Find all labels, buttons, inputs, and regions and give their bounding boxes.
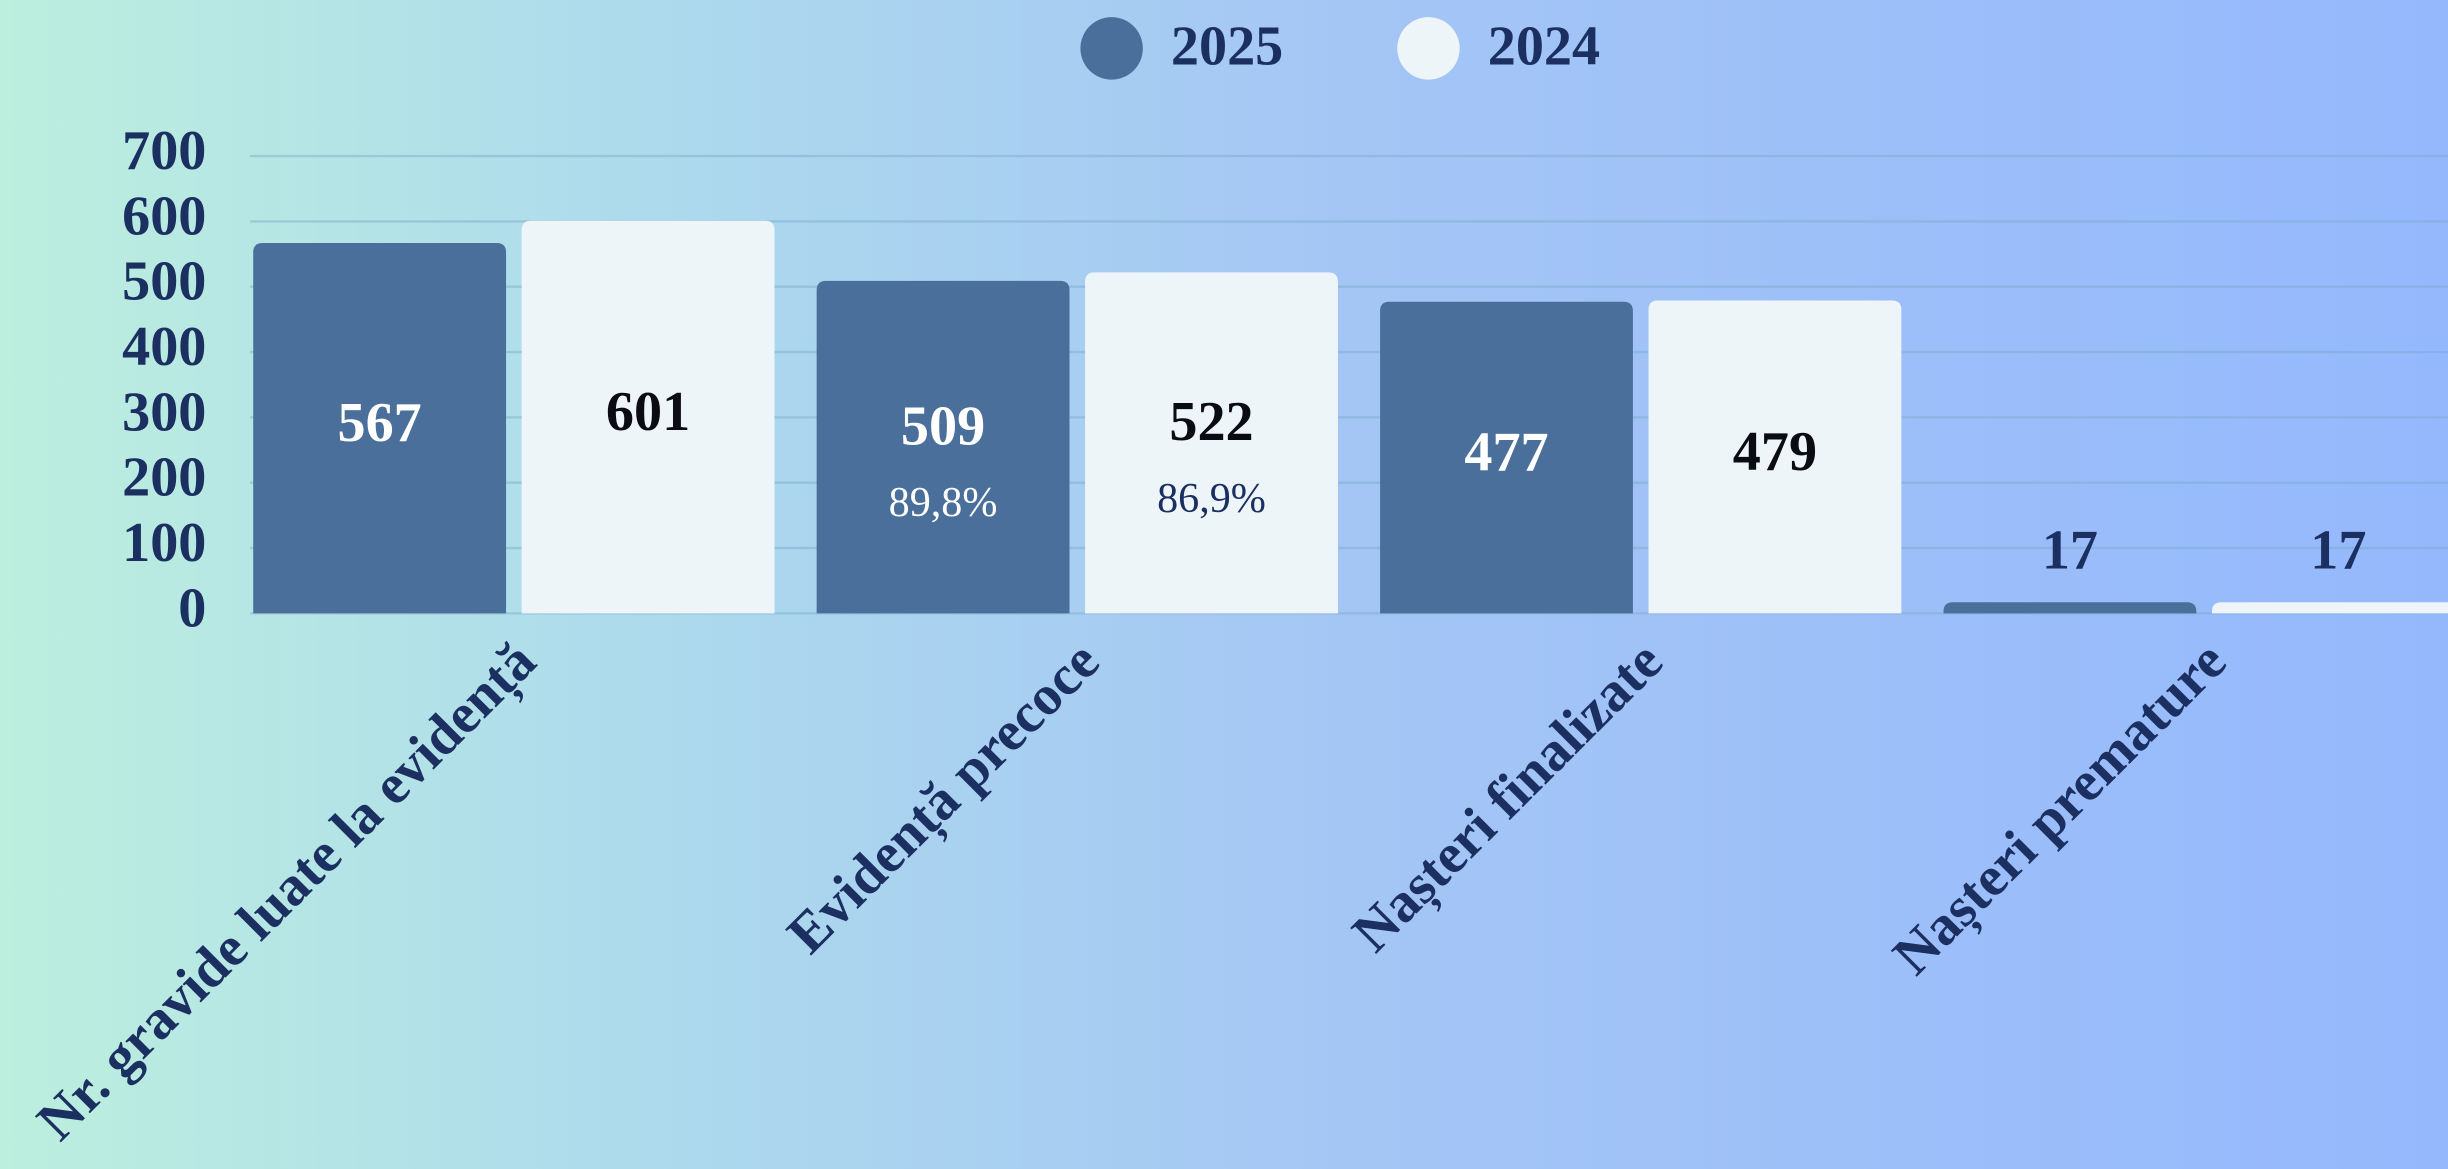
value-label: 477 [1464,421,1548,483]
value-label: 567 [338,392,422,454]
bar [1380,301,1633,614]
y-tick-label: 200 [122,447,206,509]
legend-label: 2024 [1488,15,1600,77]
bar [816,280,1070,614]
legend-label: 2025 [1171,15,1283,77]
percent-label: 86,9% [1157,475,1266,522]
bar [2211,602,2448,614]
bar [253,242,507,614]
value-label: 601 [606,381,690,443]
y-tick-label: 700 [122,120,206,182]
value-label: 509 [901,395,985,457]
y-tick-label: 100 [122,512,206,574]
bar [1943,602,2197,614]
value-label: 17 [2042,519,2098,581]
percent-label: 89,8% [889,479,998,526]
y-tick-label: 300 [122,381,206,443]
legend-marker [1397,17,1460,80]
bar [1085,272,1338,614]
y-tick-label: 500 [122,251,206,313]
x-tick-label: Nașteri premature [1881,630,2239,988]
bar [1648,300,1902,614]
x-tick-label: Nașteri finalizate [1341,630,1676,965]
y-tick-label: 400 [122,316,206,378]
x-tick-label: Evidență precoce [776,630,1113,967]
value-label: 17 [2310,519,2366,581]
value-label: 522 [1169,391,1253,453]
y-tick-label: 600 [122,185,206,247]
y-tick-label: 0 [178,577,206,639]
x-tick-label: Nr. gravide luate la evidență [25,630,549,1154]
value-label: 479 [1733,421,1817,483]
legend-marker [1080,17,1143,80]
bar [521,220,775,614]
